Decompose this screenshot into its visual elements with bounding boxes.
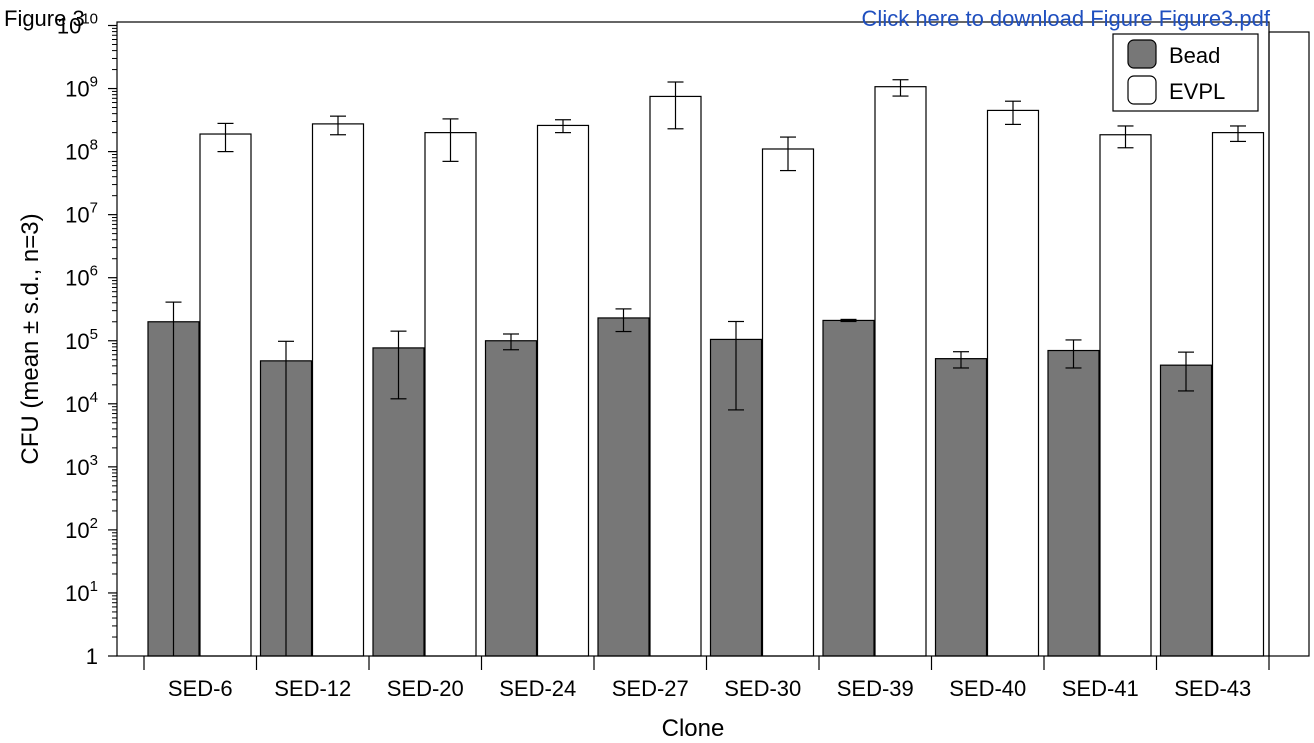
x-tick-label: SED-27 [612, 676, 689, 701]
bar-bead [1159, 364, 1213, 657]
bar-evpl [1211, 132, 1265, 657]
y-tick-label: 1 [86, 644, 98, 669]
x-tick-label: SED-40 [949, 676, 1026, 701]
x-tick-label: SED-24 [499, 676, 576, 701]
y-tick-label: 104 [65, 389, 98, 417]
y-tick-label: 105 [65, 326, 98, 354]
y-axis: 1 101 102 103 104 105 106 107 108 109 1010 [57, 11, 117, 669]
error-bars [165, 79, 1246, 656]
bar-bead [934, 358, 988, 657]
bar-evpl [424, 132, 477, 657]
figure-label: Figure 3 [4, 6, 85, 31]
y-tick-label: 102 [65, 515, 98, 543]
bar-bead [1047, 349, 1100, 657]
legend: Bead EVPL [1112, 33, 1259, 112]
x-tick-label: SED-39 [837, 676, 914, 701]
bar-bead [597, 317, 650, 657]
legend-label-evpl: EVPL [1169, 79, 1225, 104]
legend-label-bead: Bead [1169, 43, 1220, 68]
bar-evpl [649, 95, 702, 657]
bar-evpl [311, 123, 365, 657]
bar-evpl [986, 109, 1040, 657]
y-tick-label: 103 [65, 452, 98, 480]
legend-swatch-evpl [1127, 75, 1157, 105]
x-tick-label: SED-30 [724, 676, 801, 701]
download-figure-link[interactable]: Click here to download Figure Figure3.pd… [861, 6, 1270, 31]
bar-bead [822, 319, 875, 657]
x-tick-label: SED-43 [1174, 676, 1251, 701]
y-tick-label: 109 [65, 74, 98, 102]
plot-frame-right-edge [1268, 31, 1310, 657]
y-axis-label: CFU (mean ± s.d., n=3) [17, 213, 44, 464]
y-tick-label: 1010 [57, 11, 98, 39]
bar-evpl [1099, 134, 1152, 657]
x-tick-label: SED-6 [168, 676, 233, 701]
bar-evpl [761, 148, 815, 657]
y-tick-label: 106 [65, 263, 98, 291]
bar-evpl [199, 133, 252, 657]
y-tick-label: 108 [65, 137, 98, 165]
x-axis: SED-6 SED-12 SED-20 SED-24 SED-27 SED-30 SED-3… [143, 656, 1270, 701]
bar-evpl [536, 124, 590, 657]
legend-swatch-bead [1127, 39, 1157, 69]
x-tick-label: SED-12 [274, 676, 351, 701]
bar-series [147, 86, 1265, 657]
bar-bead [484, 340, 538, 657]
x-tick-label: SED-20 [387, 676, 464, 701]
y-tick-label: 107 [65, 200, 98, 228]
x-tick-label: SED-41 [1062, 676, 1139, 701]
y-tick-label: 101 [65, 578, 98, 606]
x-axis-label: Clone [662, 715, 725, 742]
bar-evpl [874, 86, 927, 657]
